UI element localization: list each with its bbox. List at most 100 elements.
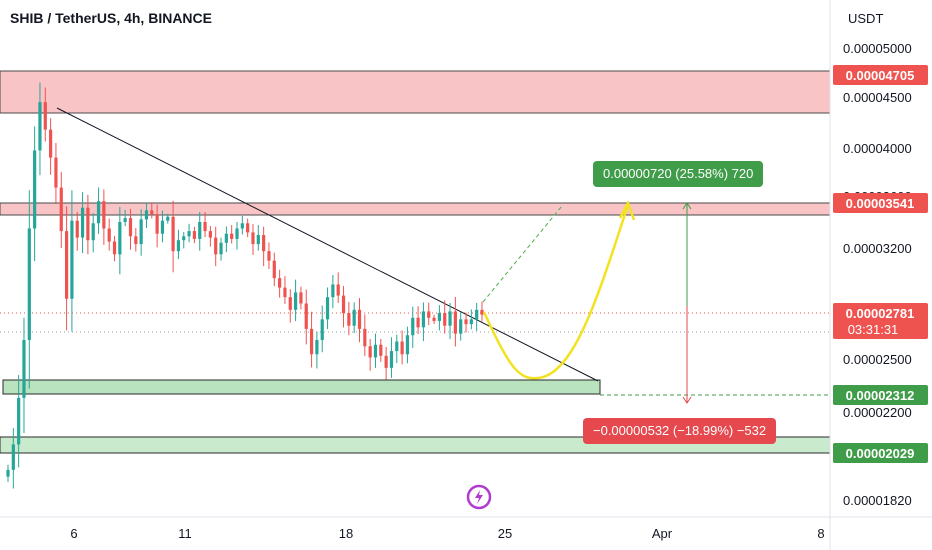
candle-body	[288, 297, 292, 310]
candle-body	[22, 339, 26, 398]
candle-body	[272, 260, 276, 279]
candle-body	[139, 219, 143, 245]
candle-body	[256, 235, 260, 245]
candle-body	[17, 397, 21, 445]
candle-body	[224, 233, 228, 243]
candle-body	[96, 201, 101, 224]
candle-body	[336, 284, 340, 296]
candle-body	[230, 233, 234, 239]
candle-body	[59, 187, 63, 232]
time-axis-tick: 18	[339, 526, 353, 541]
projection-dashed-line	[482, 205, 563, 303]
candle-body	[379, 344, 383, 356]
candle-body	[325, 297, 330, 320]
resistance-zone-mid	[0, 202, 831, 216]
candle-body	[437, 313, 441, 321]
time-axis-tick: 11	[178, 526, 192, 541]
price-axis-tick: 0.00002500	[843, 352, 912, 367]
candle-body	[118, 222, 122, 255]
candle-body	[123, 218, 127, 222]
price-axis-tick: 0.00003200	[843, 241, 912, 256]
price-tag-support-bottom: 0.00002029	[833, 443, 928, 463]
countdown-timer: 03:31:31	[848, 322, 899, 337]
time-axis-tick: 8	[817, 526, 824, 541]
candle-body	[315, 339, 319, 355]
svg-text:0.00002312: 0.00002312	[846, 388, 915, 403]
candle-body	[192, 231, 197, 239]
candle-body	[432, 317, 436, 321]
candle-body	[86, 207, 90, 241]
candle-body	[112, 241, 117, 255]
stop-range-arrowhead	[682, 396, 692, 404]
candle-body	[27, 228, 31, 340]
candle-body	[251, 232, 255, 245]
candle-body	[262, 235, 266, 252]
candle-body	[400, 341, 404, 355]
candle-body	[240, 223, 244, 229]
price-tag-resistance-top: 0.00004705	[833, 65, 928, 85]
candle-body	[107, 228, 111, 242]
candle-body	[182, 236, 186, 241]
svg-text:0.00004705: 0.00004705	[846, 68, 915, 83]
support-zone-upper	[2, 379, 601, 395]
candle-body	[389, 351, 394, 368]
price-axis-labels: 0.000050000.000045000.000040000.00003600…	[843, 41, 912, 508]
price-axis-tick: 0.00004500	[843, 90, 912, 105]
candle-body	[11, 444, 15, 470]
candle-body	[278, 278, 282, 288]
projected-path[interactable]	[482, 204, 630, 380]
tradingview-logo-icon[interactable]	[466, 484, 492, 510]
candle-body	[38, 102, 42, 151]
candle-body	[150, 210, 154, 215]
candle-body	[475, 309, 479, 320]
price-tag-current: 0.00002781 03:31:31	[833, 303, 928, 339]
candle-body	[6, 469, 10, 477]
candle-body	[80, 207, 85, 238]
candle-body	[43, 102, 47, 130]
candle-body	[70, 220, 74, 299]
candle-body	[33, 150, 37, 229]
candle-body	[357, 309, 362, 329]
candle-body	[421, 311, 426, 328]
candle-body	[459, 319, 463, 334]
candle-body	[469, 319, 473, 325]
candle-body	[144, 210, 149, 220]
resistance-zone-top	[0, 70, 831, 114]
candle-body	[464, 319, 468, 325]
candle-body	[246, 223, 250, 233]
candle-body	[128, 218, 133, 237]
price-axis-tick: 0.00004000	[843, 141, 912, 156]
candle-body	[155, 214, 159, 234]
price-tag-resistance-mid: 0.00003541	[833, 193, 928, 213]
stop-loss-callout: −0.00000532 (−18.99%) −532	[583, 418, 777, 444]
candle-body	[304, 303, 308, 329]
candle-body	[203, 222, 207, 232]
candle-body	[309, 328, 314, 355]
candle-body	[64, 231, 69, 299]
price-axis-tick: 0.00002200	[843, 405, 912, 420]
candle-body	[283, 287, 287, 298]
candle-body	[219, 242, 223, 255]
candle-body	[443, 313, 447, 326]
svg-text:0.00002029: 0.00002029	[846, 446, 915, 461]
candle-body	[299, 292, 303, 304]
candle-body	[480, 309, 484, 315]
candle-body	[395, 341, 399, 352]
price-tag-support-top: 0.00002312	[833, 385, 928, 405]
candle-body	[166, 216, 170, 221]
target-gain-callout: 0.00000720 (25.58%) 720	[593, 161, 764, 187]
svg-text:0.00003541: 0.00003541	[846, 196, 915, 211]
candle-body	[171, 216, 175, 252]
currency-label[interactable]: USDT	[848, 11, 884, 26]
candle-body	[384, 355, 388, 368]
candle-body	[363, 328, 367, 347]
candlestick-series	[6, 82, 484, 489]
candle-body	[352, 309, 356, 326]
candle-body	[368, 346, 372, 358]
candle-body	[198, 222, 202, 239]
projected-path-arrowhead	[618, 199, 636, 221]
candle-body	[293, 292, 298, 310]
candle-body	[208, 231, 212, 238]
descending-trendline[interactable]	[56, 107, 599, 382]
